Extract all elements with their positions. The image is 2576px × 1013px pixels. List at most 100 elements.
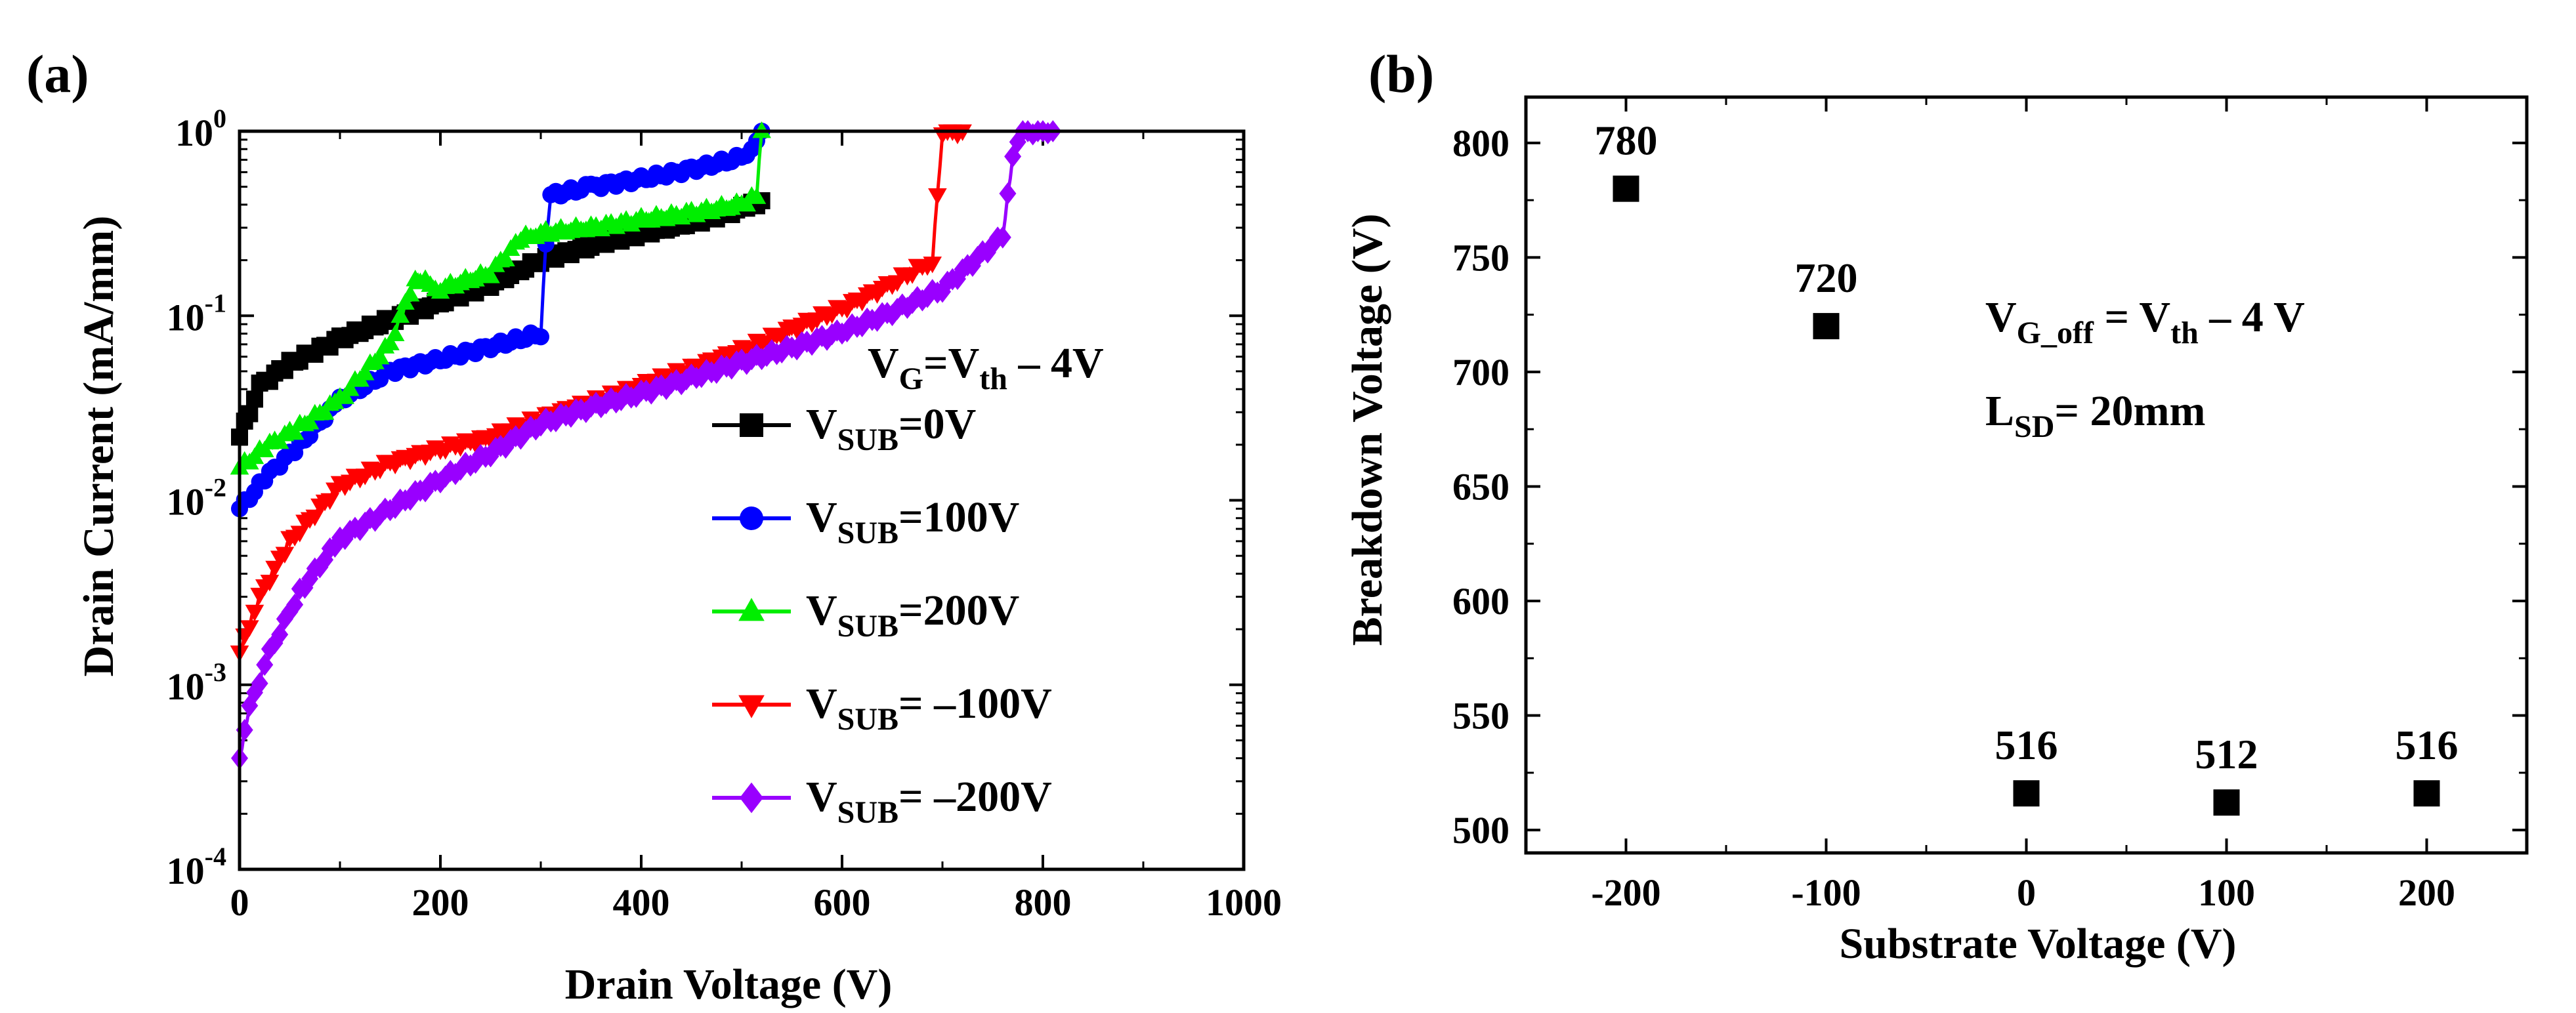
a-ytick-label: 10-1 bbox=[167, 288, 226, 339]
panel-a-series bbox=[230, 120, 1062, 770]
panel-a: (a) Drain Current (mA/mm) Drain Voltage … bbox=[26, 44, 1282, 1008]
a-series-marker-2 bbox=[391, 306, 410, 323]
a-series-marker-2 bbox=[400, 285, 420, 302]
a-xtick-label: 400 bbox=[613, 881, 670, 924]
panel-b-points: 780 720 516 512 516 bbox=[1595, 117, 2459, 816]
b-xtick-label: 200 bbox=[2398, 871, 2455, 914]
a-legend-marker-3 bbox=[738, 695, 765, 718]
a-series-0 bbox=[231, 192, 771, 446]
annot-b1-mid: = V bbox=[2094, 293, 2170, 341]
a-series-2 bbox=[230, 121, 771, 475]
a-ytick-label: 10-4 bbox=[167, 842, 226, 892]
a-legend-marker-0 bbox=[740, 413, 763, 437]
panel-a-ylabel-group: Drain Current (mA/mm) bbox=[75, 216, 123, 677]
b-ytick-label: 550 bbox=[1452, 695, 1510, 737]
a-legend-marker-1 bbox=[740, 506, 763, 530]
a-ytick-label: 10-2 bbox=[167, 473, 226, 524]
b-xtick-label: -200 bbox=[1591, 871, 1660, 914]
b-point bbox=[2013, 780, 2040, 807]
a-legend-label-0: VSUB=0V bbox=[806, 400, 976, 457]
a-xtick-label: 0 bbox=[230, 881, 249, 924]
a-ytick-label: 10-3 bbox=[167, 657, 226, 708]
panel-a-legend: VSUB=0V VSUB=100V VSUB=200V VSUB= –100V VSUB… bbox=[712, 400, 1052, 830]
a-xtick-label: 600 bbox=[814, 881, 871, 924]
panel-b-ylabel: Breakdown Voltage (V) bbox=[1343, 214, 1391, 646]
a-xtick-label: 800 bbox=[1015, 881, 1072, 924]
annot-b1-tail: – 4 V bbox=[2199, 293, 2305, 341]
b-point bbox=[1813, 313, 1840, 340]
b-xtick-label: 0 bbox=[2017, 871, 2036, 914]
b-ytick-label: 600 bbox=[1452, 580, 1510, 623]
panel-a-plot-frame bbox=[238, 129, 1246, 871]
annot-a-th-sub: th bbox=[979, 362, 1007, 396]
a-series-marker-4 bbox=[251, 672, 268, 695]
a-legend-label-4: VSUB= –200V bbox=[806, 773, 1052, 830]
a-series-marker-4 bbox=[256, 653, 274, 676]
b-point-label: 516 bbox=[2396, 722, 2459, 768]
b-xtick-label: -100 bbox=[1791, 871, 1861, 914]
a-series-marker-4 bbox=[994, 226, 1011, 249]
panel-a-xlabel: Drain Voltage (V) bbox=[565, 961, 893, 1008]
a-series-marker-2 bbox=[355, 363, 375, 381]
b-point-label: 720 bbox=[1795, 255, 1858, 301]
a-series-marker-4 bbox=[1009, 131, 1026, 154]
annot-b2-tail: = 20mm bbox=[2054, 387, 2205, 435]
annot-b1-v: V bbox=[1985, 293, 2017, 341]
a-series-marker-1 bbox=[532, 328, 549, 346]
a-series-marker-2 bbox=[341, 379, 360, 396]
b-point-label: 516 bbox=[1995, 722, 2058, 768]
a-legend-marker-2 bbox=[738, 598, 765, 621]
panel-a-annotation: VG=Vth – 4V bbox=[868, 339, 1104, 396]
panel-b-plot-frame bbox=[1524, 95, 2529, 855]
a-series-marker-2 bbox=[481, 266, 500, 283]
annot-b2-l: L bbox=[1985, 387, 2014, 435]
a-xtick-label: 200 bbox=[412, 881, 469, 924]
a-series-marker-4 bbox=[803, 333, 821, 356]
a-series-marker-3 bbox=[928, 188, 947, 205]
b-ytick-label: 650 bbox=[1452, 465, 1510, 508]
panel-b-annotation-2: LSD= 20mm bbox=[1985, 387, 2205, 444]
b-point-label: 780 bbox=[1595, 117, 1658, 164]
a-series-marker-2 bbox=[381, 333, 400, 350]
a-series-marker-3 bbox=[240, 620, 259, 637]
a-series-marker-4 bbox=[999, 182, 1017, 205]
panel-a-label: (a) bbox=[26, 44, 89, 104]
a-series-marker-3 bbox=[260, 575, 280, 592]
a-series-marker-4 bbox=[286, 593, 304, 616]
a-legend-label-3: VSUB= –100V bbox=[806, 680, 1052, 737]
a-legend-marker-4 bbox=[740, 782, 763, 814]
annot-a-tail: – 4V bbox=[1007, 339, 1104, 387]
panel-a-ylabel: Drain Current (mA/mm) bbox=[75, 216, 123, 677]
a-series-marker-2 bbox=[385, 324, 405, 342]
a-series-marker-3 bbox=[245, 604, 264, 622]
b-ytick-label: 500 bbox=[1452, 809, 1510, 852]
a-series-marker-2 bbox=[496, 249, 515, 266]
b-ytick-label: 700 bbox=[1452, 351, 1510, 394]
annot-b1-sub: G_off bbox=[2017, 316, 2094, 350]
a-series-marker-2 bbox=[285, 423, 305, 440]
b-point bbox=[1613, 175, 1639, 202]
a-series-4 bbox=[231, 120, 1062, 770]
a-series-marker-0 bbox=[245, 390, 263, 408]
a-series-marker-2 bbox=[370, 348, 390, 365]
b-point bbox=[2413, 780, 2440, 807]
a-series-marker-2 bbox=[747, 187, 767, 204]
panel-b: (b) Breakdown Voltage (V) Substrate Volt… bbox=[1343, 44, 2529, 968]
a-xtick-label: 1000 bbox=[1206, 881, 1282, 924]
b-point-label: 512 bbox=[2195, 731, 2258, 777]
panel-b-ylabel-group: Breakdown Voltage (V) bbox=[1343, 214, 1391, 646]
a-series-marker-2 bbox=[737, 194, 756, 212]
annot-a-mid: =V bbox=[923, 339, 979, 387]
a-series-marker-4 bbox=[919, 285, 937, 308]
a-legend-label-1: VSUB=100V bbox=[806, 493, 1019, 550]
a-series-marker-3 bbox=[275, 547, 295, 564]
a-series-line-0 bbox=[238, 196, 763, 438]
annot-b1-th-sub: th bbox=[2170, 316, 2199, 350]
a-series-marker-2 bbox=[300, 413, 320, 430]
a-series-marker-0 bbox=[241, 405, 259, 423]
a-legend-label-2: VSUB=200V bbox=[806, 587, 1019, 644]
annot-a-g-sub: G bbox=[899, 362, 923, 396]
annot-b2-sub: SD bbox=[2014, 409, 2054, 444]
b-ytick-label: 750 bbox=[1452, 236, 1510, 279]
b-ytick-label: 800 bbox=[1452, 122, 1510, 165]
